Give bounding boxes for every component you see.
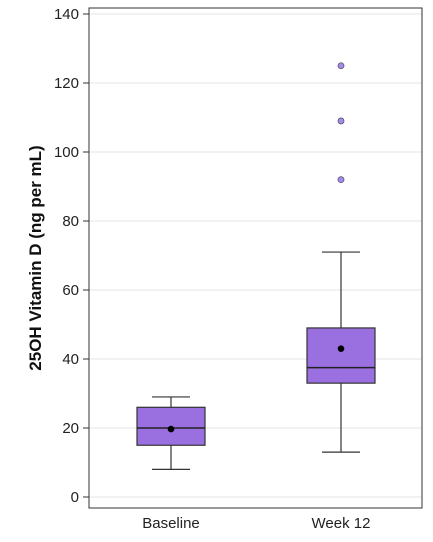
box-week-12	[306, 62, 376, 453]
y-tick-label-40: 40	[62, 351, 79, 368]
x-tick-label-baseline: Baseline	[142, 515, 200, 532]
y-tick-label-100: 100	[54, 144, 79, 161]
y-tick-label-60: 60	[62, 282, 79, 299]
mean-marker	[337, 345, 345, 352]
mean-marker	[167, 425, 175, 433]
x-tick-label-week-12: Week 12	[312, 515, 371, 532]
box-baseline	[136, 396, 206, 470]
outlier-point	[337, 117, 345, 125]
y-tick-label-20: 20	[62, 420, 79, 437]
y-axis-title: 25OH Vitamin D (ng per mL)	[26, 145, 45, 370]
box-series	[136, 62, 376, 470]
y-tick-label-0: 0	[71, 489, 79, 506]
outlier-point	[337, 176, 345, 184]
outlier-point	[337, 62, 345, 70]
y-tick-label-80: 80	[62, 213, 79, 230]
plot-frame	[88, 7, 423, 509]
y-axis-ticks: 0 20 40 60 80 100 120 140	[54, 6, 89, 506]
box-iqr	[306, 327, 376, 384]
y-tick-label-140: 140	[54, 6, 79, 23]
plot-border	[88, 7, 423, 509]
y-tick-label-120: 120	[54, 75, 79, 92]
x-axis-labels: Baseline Week 12	[142, 515, 370, 532]
